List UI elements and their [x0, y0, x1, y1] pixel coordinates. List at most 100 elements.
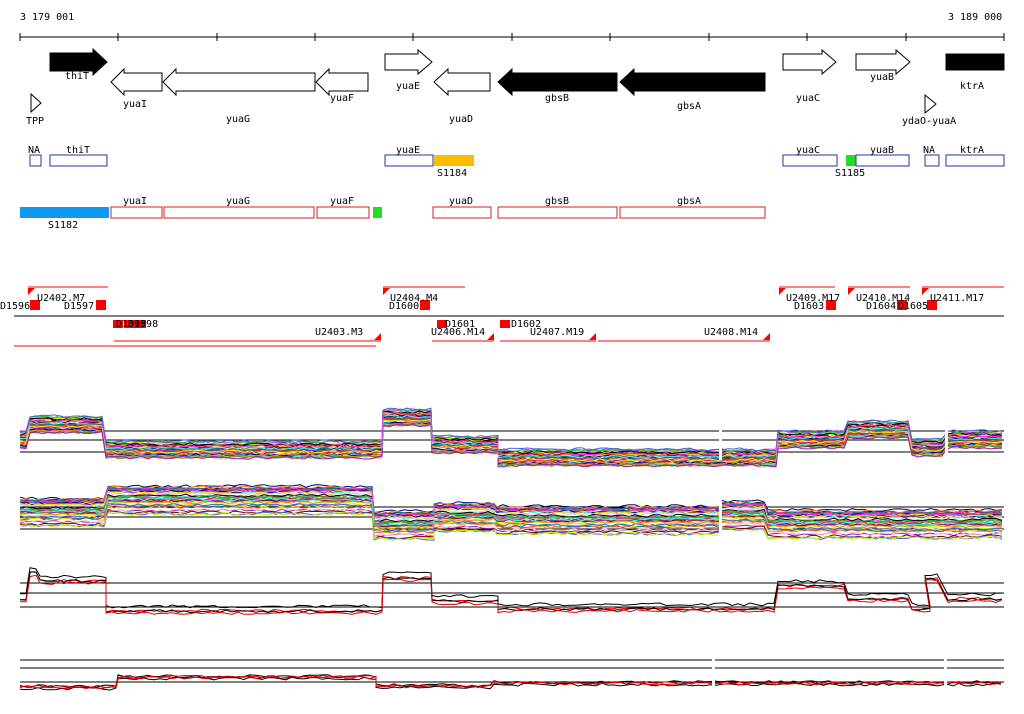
svg-text:ydaO-yuaA: ydaO-yuaA [902, 116, 956, 127]
operon-box[interactable] [432, 206, 492, 219]
svg-text:D1604: D1604 [866, 301, 896, 312]
genome-axis [19, 33, 1005, 41]
signal-box[interactable] [846, 155, 856, 166]
svg-text:yuaC: yuaC [796, 145, 820, 156]
expression-track-3 [19, 567, 1004, 615]
terminator-TPP[interactable]: TPP [26, 92, 44, 127]
svg-text:D1603: D1603 [794, 301, 824, 312]
svg-text:ktrA: ktrA [960, 81, 984, 92]
svg-text:D1601: D1601 [445, 319, 475, 330]
svg-text:S1182: S1182 [48, 220, 78, 231]
gene-gbsA[interactable]: gbsA [619, 67, 766, 112]
svg-text:U2410.M14: U2410.M14 [856, 293, 910, 304]
expression-profile-line [19, 489, 1003, 519]
gene-yuaI[interactable]: yuaI [110, 67, 163, 110]
expression-profile-line [19, 497, 1003, 526]
svg-text:gbsB: gbsB [545, 196, 569, 207]
svg-text:gbsA: gbsA [677, 101, 701, 112]
svg-text:U2404.M4: U2404.M4 [390, 293, 438, 304]
terminator-ydaO-yuaA[interactable]: ydaO-yuaA [902, 93, 956, 127]
expression-profile-line [19, 414, 1003, 459]
svg-text:yuaI: yuaI [123, 99, 147, 110]
expression-profile-line [19, 484, 1003, 514]
svg-text:yuaG: yuaG [226, 114, 250, 125]
svg-text:D1600: D1600 [389, 301, 419, 312]
svg-text:yuaF: yuaF [330, 93, 354, 104]
expression-profile-line [19, 412, 1003, 457]
expression-profile-line [19, 486, 1003, 516]
signal-box[interactable] [373, 207, 382, 218]
signal-box[interactable] [434, 155, 474, 166]
operon-box[interactable] [497, 206, 618, 219]
expression-profile-line [19, 507, 1003, 537]
svg-text:D1596: D1596 [0, 301, 30, 312]
expression-track-1 [19, 407, 1004, 468]
operon-box[interactable] [49, 154, 108, 167]
svg-text:ktrA: ktrA [960, 145, 984, 156]
expression-track-2 [19, 484, 1004, 541]
svg-text:U2409.M17: U2409.M17 [786, 293, 840, 304]
expression-profile-line [19, 508, 1003, 537]
expression-profile-line [19, 421, 1003, 465]
operon-box[interactable] [782, 154, 838, 167]
expression-profile-line [19, 423, 1003, 468]
operon-track-1: NA thiT yuaE S1184 yuaC S1185 yuaB NA kt… [28, 145, 1005, 179]
expression-profile-line [19, 418, 1003, 462]
expression-profile-line [19, 498, 1003, 527]
expression-profile-line [19, 492, 1003, 521]
operon-box[interactable] [29, 154, 42, 167]
operon-box[interactable] [163, 206, 315, 219]
expression-profile-line [19, 512, 1003, 541]
expression-profile-line [19, 675, 1002, 690]
operon-box[interactable] [945, 154, 1005, 167]
svg-text:U2407.M19: U2407.M19 [530, 327, 584, 338]
signal-box[interactable] [20, 207, 109, 218]
expression-profile-line [19, 495, 1003, 524]
gene-ktrA[interactable]: ktrA [945, 53, 1005, 92]
operon-box[interactable] [855, 154, 910, 167]
gene-yuaD[interactable]: yuaD [433, 67, 491, 125]
svg-text:S1184: S1184 [437, 168, 467, 179]
svg-text:TPP: TPP [26, 116, 44, 127]
expression-profile-line [19, 408, 1002, 453]
expression-profile-line [20, 500, 1003, 530]
svg-text:yuaD: yuaD [449, 114, 473, 125]
operon-box[interactable] [619, 206, 766, 219]
operon-box[interactable] [924, 154, 940, 167]
svg-text:yuaE: yuaE [396, 145, 420, 156]
svg-text:U2403.M3: U2403.M3 [315, 327, 363, 338]
operon-box[interactable] [316, 206, 370, 219]
gene-thiT[interactable]: thiT [49, 47, 108, 82]
svg-text:S1185: S1185 [835, 168, 865, 179]
gene-yuaC[interactable]: yuaC [782, 48, 837, 104]
svg-text:thiT: thiT [66, 145, 90, 156]
svg-text:yuaC: yuaC [796, 93, 820, 104]
svg-text:yuaG: yuaG [226, 196, 250, 207]
expression-profile-line [19, 501, 1003, 530]
expression-profile-line [19, 488, 1003, 518]
svg-text:gbsB: gbsB [545, 93, 569, 104]
gene-gbsB[interactable]: gbsB [497, 67, 618, 104]
svg-text:D1599: D1599 [116, 319, 146, 330]
gene-yuaG[interactable]: yuaG [162, 67, 316, 125]
expression-profile-line [19, 493, 1003, 523]
gene-yuaF[interactable]: yuaF [315, 67, 369, 104]
expression-profile-line [20, 574, 1003, 615]
gene-yuaE[interactable]: yuaE [384, 48, 433, 92]
expression-profile-line [19, 571, 1003, 613]
svg-text:D1598: D1598 [128, 319, 158, 330]
svg-text:U2406.M14: U2406.M14 [431, 327, 485, 338]
gene-yuaB[interactable]: yuaB [855, 48, 911, 83]
svg-text:D1602: D1602 [511, 319, 541, 330]
expression-profile-line [19, 571, 1003, 614]
expression-profile-line [19, 503, 1003, 532]
svg-text:D1597: D1597 [64, 301, 94, 312]
svg-text:yuaI: yuaI [123, 196, 147, 207]
svg-text:U2402.M7: U2402.M7 [37, 293, 85, 304]
svg-text:yuaF: yuaF [330, 196, 354, 207]
expression-profile-line [19, 567, 1003, 609]
operon-box[interactable] [110, 206, 163, 219]
operon-box[interactable] [384, 154, 434, 167]
